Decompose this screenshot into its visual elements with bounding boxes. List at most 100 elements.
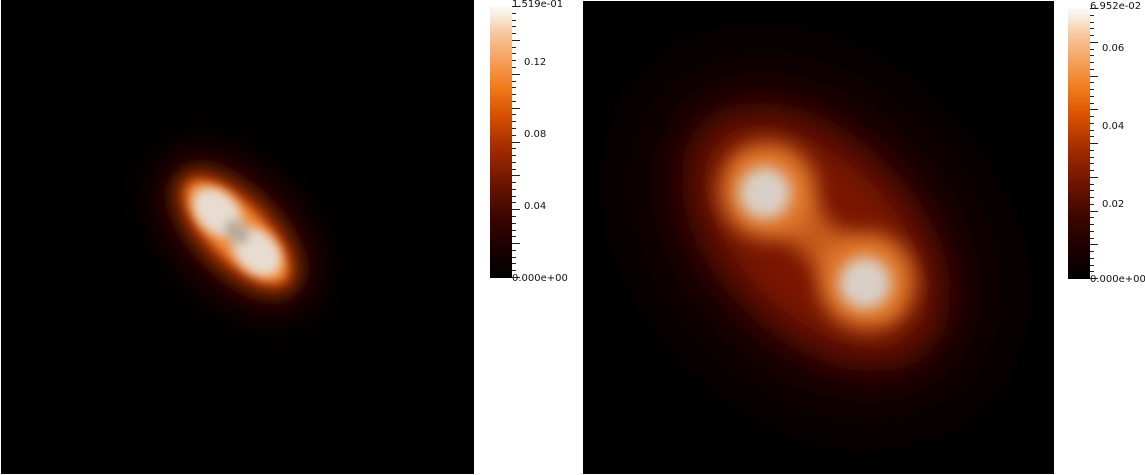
left-colorbar-min-label: 0.000e+00 bbox=[512, 273, 568, 284]
colorbar-minor-tick bbox=[1090, 258, 1094, 259]
right-colorbar-gradient bbox=[1068, 8, 1090, 279]
colorbar-major-tick bbox=[1090, 278, 1098, 279]
right-density-plot bbox=[583, 1, 1054, 474]
colorbar-minor-tick bbox=[512, 135, 516, 136]
left-colorbar-tick-label: 0.12 bbox=[524, 57, 547, 68]
colorbar-minor-tick bbox=[512, 148, 516, 149]
colorbar-major-tick bbox=[512, 108, 520, 109]
right-density-blob bbox=[653, 74, 979, 400]
left-colorbar-gradient bbox=[490, 6, 512, 278]
colorbar-minor-tick bbox=[1090, 123, 1094, 124]
colorbar-minor-tick bbox=[512, 33, 516, 34]
colorbar-minor-tick bbox=[512, 270, 516, 271]
colorbar-minor-tick bbox=[1090, 136, 1094, 137]
colorbar-minor-tick bbox=[1090, 251, 1094, 252]
colorbar-minor-tick bbox=[512, 223, 516, 224]
colorbar-minor-tick bbox=[1090, 224, 1094, 225]
colorbar-major-tick bbox=[1090, 177, 1098, 178]
left-density-blob bbox=[164, 159, 310, 305]
colorbar-minor-tick bbox=[1090, 163, 1094, 164]
colorbar-minor-tick bbox=[512, 202, 516, 203]
colorbar-major-tick bbox=[1090, 143, 1098, 144]
right-colorbar-tick-label: 0.04 bbox=[1102, 121, 1125, 132]
colorbar-minor-tick bbox=[512, 53, 516, 54]
colorbar-minor-tick bbox=[1090, 82, 1094, 83]
left-colorbar: 1.519e-01 0.12 0.08 0.04 0.000e+00 bbox=[490, 0, 568, 284]
colorbar-minor-tick bbox=[1090, 197, 1094, 198]
colorbar-minor-tick bbox=[512, 169, 516, 170]
colorbar-major-tick bbox=[1090, 76, 1098, 77]
colorbar-minor-tick bbox=[1090, 22, 1094, 23]
colorbar-minor-tick bbox=[512, 189, 516, 190]
colorbar-minor-tick bbox=[1090, 15, 1094, 16]
colorbar-minor-tick bbox=[512, 13, 516, 14]
colorbar-major-tick bbox=[512, 277, 520, 278]
colorbar-minor-tick bbox=[1090, 49, 1094, 50]
colorbar-minor-tick bbox=[512, 250, 516, 251]
colorbar-minor-tick bbox=[512, 155, 516, 156]
colorbar-minor-tick bbox=[1090, 103, 1094, 104]
colorbar-major-tick bbox=[512, 175, 520, 176]
colorbar-minor-tick bbox=[512, 216, 516, 217]
right-colorbar-tick-label: 0.06 bbox=[1102, 43, 1125, 54]
colorbar-minor-tick bbox=[1090, 170, 1094, 171]
colorbar-minor-tick bbox=[512, 230, 516, 231]
left-density-plot bbox=[1, 0, 474, 474]
colorbar-minor-tick bbox=[512, 196, 516, 197]
colorbar-minor-tick bbox=[512, 81, 516, 82]
colorbar-minor-tick bbox=[1090, 96, 1094, 97]
colorbar-minor-tick bbox=[1090, 89, 1094, 90]
colorbar-minor-tick bbox=[1090, 28, 1094, 29]
colorbar-major-tick bbox=[1090, 244, 1098, 245]
colorbar-minor-tick bbox=[512, 128, 516, 129]
right-colorbar-min-label: 0.000e+00 bbox=[1090, 274, 1145, 285]
right-colorbar-tick-label: 0.02 bbox=[1102, 199, 1125, 210]
colorbar-minor-tick bbox=[512, 20, 516, 21]
colorbar-minor-tick bbox=[1090, 35, 1094, 36]
right-colorbar-ticks bbox=[1090, 8, 1099, 279]
colorbar-minor-tick bbox=[1090, 62, 1094, 63]
colorbar-minor-tick bbox=[512, 26, 516, 27]
colorbar-minor-tick bbox=[512, 114, 516, 115]
colorbar-minor-tick bbox=[1090, 55, 1094, 56]
colorbar-major-tick bbox=[1090, 42, 1098, 43]
colorbar-minor-tick bbox=[1090, 184, 1094, 185]
right-colorbar-max-label: 6.952e-02 bbox=[1090, 1, 1142, 12]
colorbar-major-tick bbox=[1090, 109, 1098, 110]
colorbar-minor-tick bbox=[512, 101, 516, 102]
colorbar-minor-tick bbox=[1090, 217, 1094, 218]
colorbar-major-tick bbox=[512, 243, 520, 244]
colorbar-minor-tick bbox=[512, 121, 516, 122]
colorbar-minor-tick bbox=[1090, 190, 1094, 191]
right-density-image bbox=[653, 74, 979, 400]
colorbar-minor-tick bbox=[512, 263, 516, 264]
colorbar-minor-tick bbox=[512, 60, 516, 61]
colorbar-major-tick bbox=[512, 209, 520, 210]
colorbar-minor-tick bbox=[1090, 265, 1094, 266]
colorbar-major-tick bbox=[1090, 8, 1098, 9]
right-colorbar: 6.952e-02 0.06 0.04 0.02 0.000e+00 bbox=[1068, 2, 1145, 285]
left-density-image bbox=[164, 159, 310, 305]
left-colorbar-max-label: 1.519e-01 bbox=[512, 0, 564, 10]
left-colorbar-ticks bbox=[512, 6, 521, 278]
colorbar-minor-tick bbox=[512, 182, 516, 183]
left-colorbar-tick-label: 0.08 bbox=[524, 129, 547, 140]
colorbar-minor-tick bbox=[512, 87, 516, 88]
colorbar-minor-tick bbox=[512, 47, 516, 48]
colorbar-minor-tick bbox=[1090, 130, 1094, 131]
colorbar-minor-tick bbox=[1090, 150, 1094, 151]
colorbar-major-tick bbox=[512, 142, 520, 143]
colorbar-minor-tick bbox=[512, 94, 516, 95]
colorbar-minor-tick bbox=[1090, 238, 1094, 239]
colorbar-minor-tick bbox=[512, 236, 516, 237]
colorbar-minor-tick bbox=[1090, 69, 1094, 70]
colorbar-major-tick bbox=[512, 40, 520, 41]
colorbar-major-tick bbox=[512, 74, 520, 75]
colorbar-minor-tick bbox=[1090, 271, 1094, 272]
colorbar-minor-tick bbox=[1090, 231, 1094, 232]
colorbar-minor-tick bbox=[512, 257, 516, 258]
colorbar-minor-tick bbox=[512, 162, 516, 163]
colorbar-minor-tick bbox=[1090, 157, 1094, 158]
colorbar-major-tick bbox=[1090, 211, 1098, 212]
colorbar-minor-tick bbox=[512, 67, 516, 68]
